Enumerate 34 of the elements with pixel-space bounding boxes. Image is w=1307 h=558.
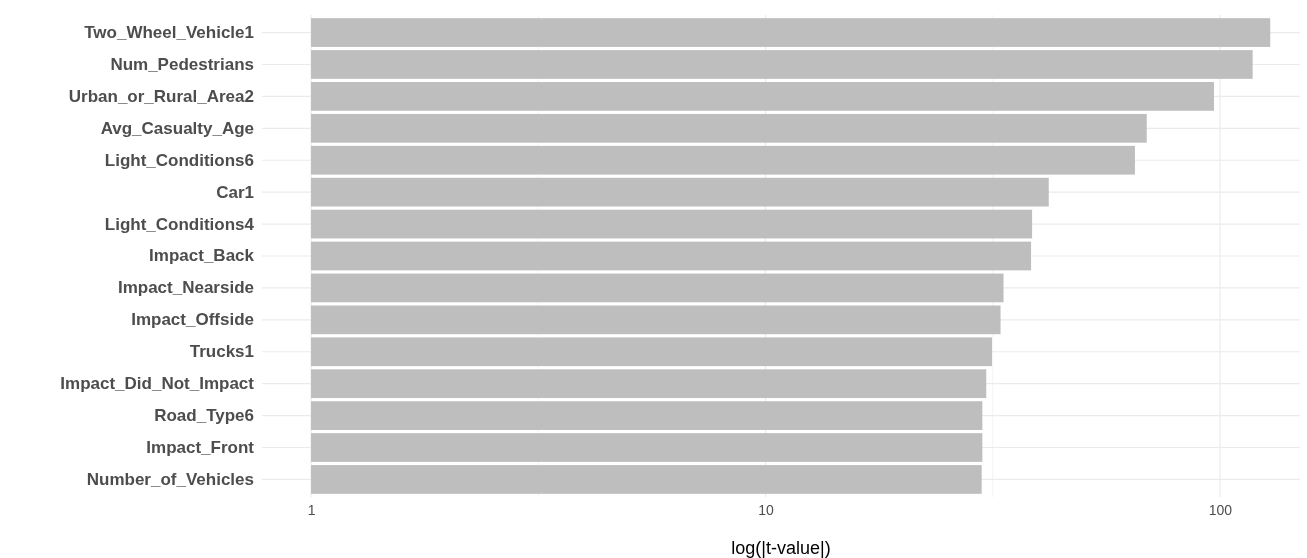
y-tick-label: Light_Conditions4 bbox=[104, 214, 255, 234]
y-tick-label: Trucks1 bbox=[189, 342, 254, 362]
bar bbox=[311, 209, 1033, 239]
bar bbox=[311, 337, 992, 367]
y-tick-label: Avg_Casualty_Age bbox=[100, 118, 254, 138]
bar bbox=[311, 50, 1253, 79]
x-tick-label: 1 bbox=[307, 501, 316, 518]
bar bbox=[311, 273, 1004, 303]
y-tick-label: Impact_Front bbox=[146, 437, 255, 457]
y-tick-label: Impact_Nearside bbox=[117, 278, 254, 298]
x-tick-label: 100 bbox=[1208, 501, 1233, 518]
bar bbox=[311, 401, 983, 430]
bar bbox=[311, 465, 982, 494]
y-tick-label: Impact_Did_Not_Impact bbox=[60, 374, 255, 394]
bar bbox=[311, 177, 1049, 207]
bar bbox=[311, 18, 1271, 47]
bar bbox=[311, 305, 1001, 335]
bar bbox=[311, 82, 1214, 111]
y-tick-label: Car1 bbox=[216, 182, 254, 202]
bar bbox=[311, 145, 1135, 175]
bar bbox=[311, 241, 1032, 271]
y-tick-label: Road_Type6 bbox=[154, 406, 254, 426]
y-tick-label: Impact_Back bbox=[149, 246, 255, 266]
x-axis-title: log(|t-value|) bbox=[731, 538, 831, 558]
bar bbox=[311, 433, 983, 462]
y-tick-label: Urban_or_Rural_Area2 bbox=[68, 86, 254, 106]
y-tick-label: Two_Wheel_Vehicle1 bbox=[84, 23, 254, 42]
y-tick-label: Num_Pedestrians bbox=[110, 54, 254, 74]
y-tick-label: Impact_Offside bbox=[131, 310, 254, 330]
x-tick-label: 10 bbox=[758, 501, 774, 518]
bar bbox=[311, 369, 987, 399]
y-tick-label: Number_of_Vehicles bbox=[86, 469, 254, 489]
bar bbox=[311, 113, 1147, 143]
y-tick-label: Light_Conditions6 bbox=[104, 150, 254, 170]
